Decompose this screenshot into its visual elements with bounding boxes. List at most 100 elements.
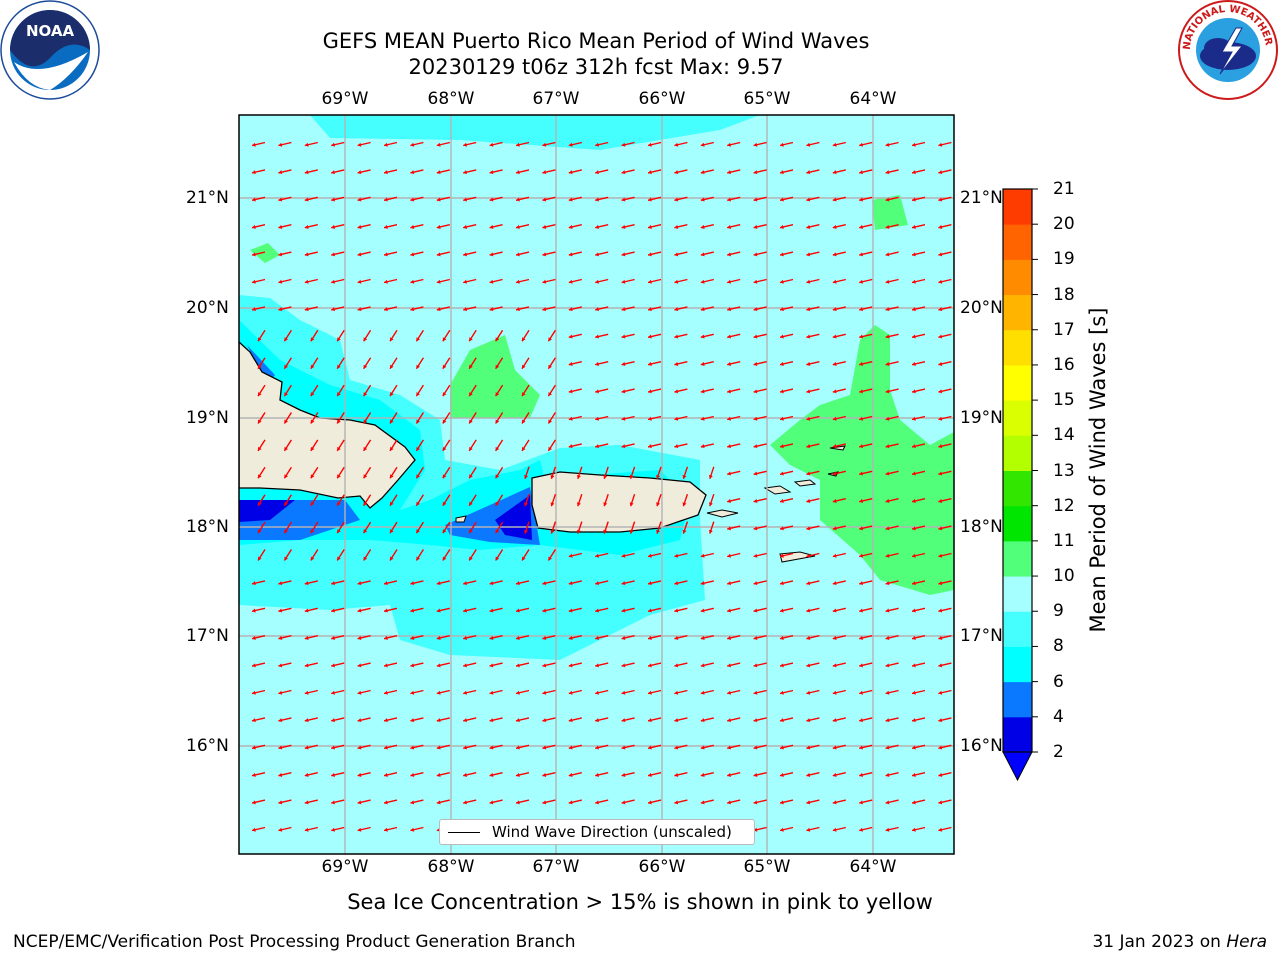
wind-wave-arrow-head — [495, 556, 500, 561]
wind-wave-arrow-head — [700, 307, 705, 312]
colorbar-tick-label: 2 — [1053, 742, 1064, 762]
wind-wave-arrow-head — [727, 553, 732, 558]
wind-wave-arrow-head — [621, 389, 626, 394]
wind-wave-arrow-head — [885, 553, 890, 558]
wind-wave-arrow-head — [938, 444, 943, 449]
wind-wave-arrow-head — [489, 142, 494, 147]
wind-wave-arrow-head — [463, 224, 468, 229]
wind-wave-arrow-head — [806, 581, 811, 586]
wind-wave-arrow-head — [859, 827, 864, 832]
wind-wave-arrow-head — [595, 142, 600, 147]
wind-wave-arrow-head — [278, 772, 283, 777]
wind-wave-arrow-head — [495, 474, 500, 479]
lon-label-bottom: 69°W — [321, 857, 369, 877]
wind-wave-arrow-head — [780, 690, 784, 695]
virgin-islands — [763, 445, 846, 495]
wind-wave-arrow-head — [621, 361, 626, 366]
wind-wave-arrow-head — [912, 608, 916, 613]
lon-label-top: 65°W — [743, 89, 791, 109]
wind-wave-arrow-head — [727, 444, 732, 449]
wind-wave-arrow-head — [304, 307, 309, 312]
wind-wave-arrow-head — [516, 745, 520, 750]
wind-wave-arrow-head — [436, 197, 441, 202]
wind-wave-arrow-head — [384, 827, 388, 832]
wind-wave-arrow-head — [621, 581, 626, 586]
wind-wave-arrow-head — [304, 827, 309, 832]
wind-wave-arrow-head — [648, 224, 652, 229]
wind-wave-arrow-head — [278, 142, 283, 147]
wind-wave-arrow-head — [727, 361, 732, 366]
lon-label-bottom: 68°W — [427, 857, 475, 877]
wind-wave-arrow-head — [516, 252, 520, 257]
colorbar-tick-label: 6 — [1053, 671, 1064, 692]
wind-wave-arrow-head — [674, 224, 679, 229]
wind-wave-arrow-head — [700, 170, 705, 175]
wind-wave-arrow-head — [806, 307, 811, 312]
wind-wave-arrow-head — [390, 446, 394, 451]
wind-wave-arrow-head — [568, 663, 573, 668]
wind-wave-arrow-head — [516, 718, 520, 723]
wind-wave-arrow-head — [621, 170, 626, 175]
wind-wave-arrow-head — [938, 635, 943, 640]
lat-label-right: 18°N — [960, 517, 1003, 537]
wind-wave-arrow-head — [489, 197, 494, 202]
wind-wave-arrow-head — [621, 608, 626, 613]
wind-wave-arrow-head — [410, 252, 415, 257]
wind-wave-arrow-head — [753, 307, 758, 312]
wind-wave-arrow-head — [252, 718, 256, 723]
wind-wave-arrow-head — [912, 307, 916, 312]
wind-wave-arrow-head — [727, 635, 732, 640]
wind-wave-direction-arrows — [251, 141, 952, 832]
wind-wave-arrow-head — [416, 337, 420, 342]
wind-wave-arrow-head — [410, 307, 415, 312]
wind-wave-arrow-head — [284, 501, 288, 506]
wind-wave-arrow-head — [595, 745, 600, 750]
lat-label-right: 20°N — [960, 298, 1003, 318]
wind-wave-arrow-head — [727, 197, 732, 202]
wind-wave-arrow-head — [489, 307, 494, 312]
wind-wave-arrow-head — [337, 392, 341, 397]
wind-wave-arrow-head — [780, 307, 784, 312]
wind-wave-arrow-head — [912, 745, 916, 750]
wind-wave-arrow-head — [568, 745, 573, 750]
wind-wave-arrow-head — [331, 745, 336, 750]
wind-wave-arrow-head — [436, 581, 441, 586]
wind-wave-arrow-head — [384, 635, 388, 640]
wind-wave-arrow-head — [700, 718, 705, 723]
wind-wave-arrow-head — [331, 827, 336, 832]
wind-wave-arrow-head — [912, 416, 916, 421]
wind-wave-arrow-head — [390, 556, 394, 561]
wind-wave-arrow-head — [442, 419, 447, 424]
wind-wave-arrow-head — [542, 142, 547, 147]
wind-wave-arrow-head — [603, 474, 608, 479]
wind-wave-arrow-head — [727, 608, 732, 613]
wind-wave-arrow-head — [938, 718, 943, 723]
wind-wave-arrow-head — [806, 827, 811, 832]
wind-wave-arrow-head — [542, 197, 547, 202]
wind-wave-arrow-head — [258, 337, 262, 342]
wind-wave-arrow-head — [832, 718, 837, 723]
wind-wave-arrow-head — [832, 608, 837, 613]
colorbar-segment — [1003, 611, 1032, 647]
wind-wave-arrow-head — [912, 663, 916, 668]
wind-wave-arrow-head — [780, 142, 784, 147]
wind-wave-arrow-head — [753, 581, 758, 586]
wind-wave-arrow-head — [780, 581, 784, 586]
wind-wave-arrow-head — [337, 446, 341, 451]
map-gridlines — [239, 115, 954, 854]
wind-wave-arrow-head — [885, 361, 890, 366]
wind-wave-arrow-head — [284, 556, 288, 561]
wind-wave-arrow-head — [885, 663, 890, 668]
wind-wave-arrow-head — [542, 224, 547, 229]
wind-wave-arrow-head — [331, 800, 336, 805]
wind-wave-arrow-head — [595, 772, 600, 777]
wind-wave-arrow-head — [674, 663, 679, 668]
wind-wave-arrow-head — [568, 444, 573, 449]
wind-wave-arrow-head — [859, 553, 864, 558]
wind-wave-arrow-head — [682, 529, 687, 534]
wind-wave-arrow-head — [938, 334, 943, 339]
wind-wave-arrow-head — [727, 279, 732, 284]
wind-wave-arrow-head — [489, 800, 494, 805]
wind-wave-arrow-head — [436, 224, 441, 229]
wind-wave-arrow-head — [310, 392, 315, 397]
